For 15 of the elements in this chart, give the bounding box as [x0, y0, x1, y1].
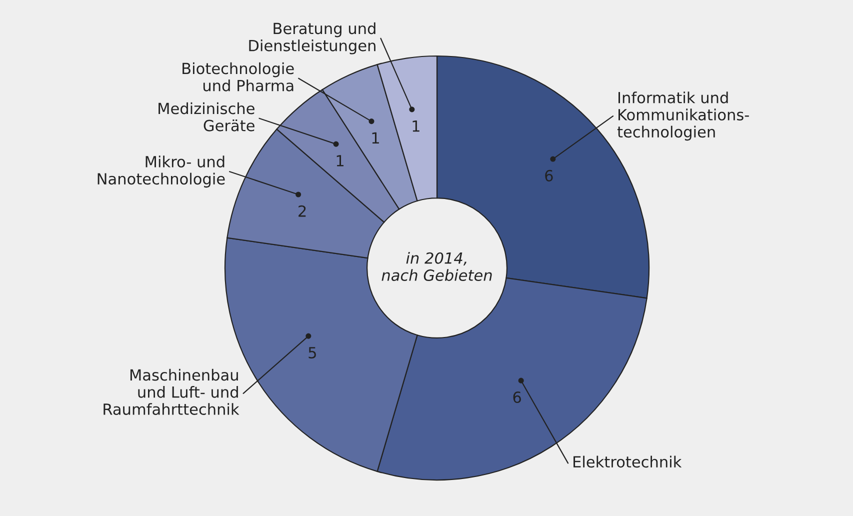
- slice-label: Elektrotechnik: [574, 456, 682, 468]
- slice-label: Maschinenbau und Luft- und Raumfahrttechnik: [104, 368, 240, 415]
- text: in 2014, nach Gebieten: [382, 252, 492, 281]
- data-label: 1: [372, 132, 379, 144]
- slice-label: Biotechnologie und Pharma: [182, 62, 294, 92]
- slice-label: Medizinische Geräte: [158, 102, 254, 132]
- data-label: 1: [336, 155, 344, 166]
- slice-label: Informatik und Kommunikations- technologien: [617, 92, 749, 141]
- data-label: 6: [513, 391, 521, 404]
- data-label: 2: [298, 205, 306, 217]
- data-label: 5: [308, 347, 316, 358]
- data-label: 1: [412, 120, 420, 132]
- slice-label: Mikro- und Nanotechnologie: [98, 156, 225, 188]
- slice-label: Beratung und Dienstleistungen: [249, 22, 376, 54]
- data-label: 6: [545, 170, 553, 182]
